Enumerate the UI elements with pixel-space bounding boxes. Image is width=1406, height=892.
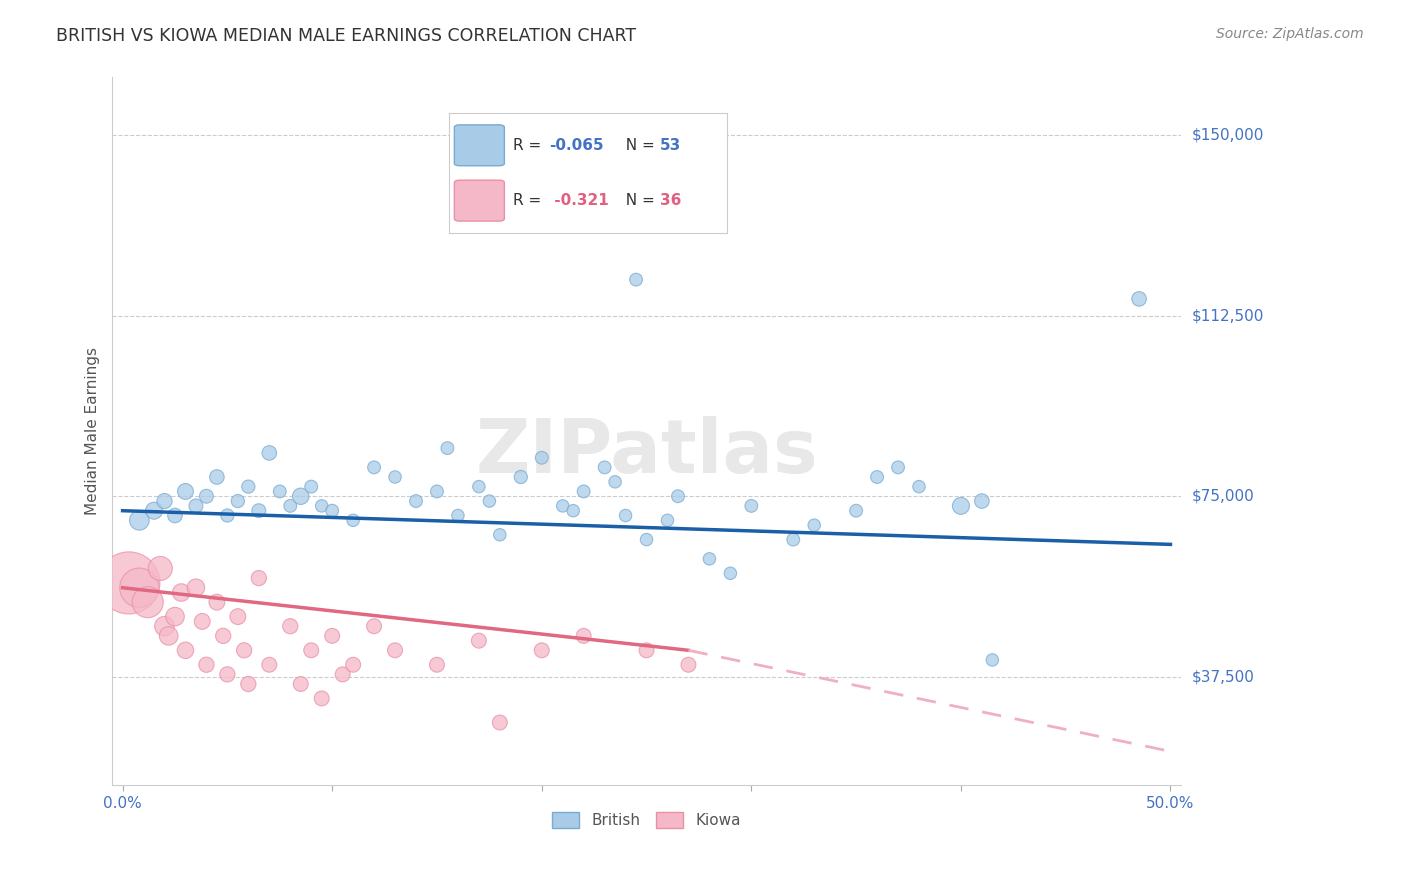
Point	[226, 494, 249, 508]
Point	[184, 499, 207, 513]
Text: $150,000: $150,000	[1192, 128, 1264, 143]
Point	[321, 629, 343, 643]
Point	[981, 653, 1004, 667]
Point	[311, 499, 333, 513]
Point	[238, 480, 260, 494]
Point	[488, 528, 510, 542]
Point	[436, 441, 458, 455]
Y-axis label: Median Male Earnings: Median Male Earnings	[86, 347, 100, 516]
Point	[887, 460, 910, 475]
Point	[624, 272, 647, 286]
Point	[593, 460, 616, 475]
Point	[170, 585, 193, 599]
Point	[551, 499, 574, 513]
Point	[970, 494, 993, 508]
Point	[163, 508, 186, 523]
Point	[803, 518, 825, 533]
Point	[191, 615, 214, 629]
Point	[342, 513, 364, 527]
Point	[217, 508, 239, 523]
Point	[205, 470, 228, 484]
Point	[666, 489, 689, 503]
Point	[636, 533, 658, 547]
Point	[530, 450, 553, 465]
Text: $75,000: $75,000	[1192, 489, 1254, 504]
Point	[614, 508, 637, 523]
Point	[468, 480, 491, 494]
Text: $112,500: $112,500	[1192, 309, 1264, 323]
Point	[426, 484, 449, 499]
Point	[174, 643, 197, 657]
Point	[149, 561, 172, 575]
Point	[195, 657, 218, 672]
Point	[363, 619, 385, 633]
Point	[488, 715, 510, 730]
Point	[278, 619, 301, 633]
Point	[363, 460, 385, 475]
Point	[290, 489, 312, 503]
Point	[342, 657, 364, 672]
Point	[572, 484, 595, 499]
Point	[509, 470, 531, 484]
Point	[278, 499, 301, 513]
Point	[217, 667, 239, 681]
Point	[782, 533, 804, 547]
Text: Source: ZipAtlas.com: Source: ZipAtlas.com	[1216, 27, 1364, 41]
Text: $37,500: $37,500	[1192, 669, 1256, 684]
Point	[603, 475, 626, 489]
Point	[699, 551, 721, 566]
Point	[636, 643, 658, 657]
Point	[205, 595, 228, 609]
Point	[163, 609, 186, 624]
Point	[384, 643, 406, 657]
Point	[321, 504, 343, 518]
Point	[866, 470, 889, 484]
Point	[212, 629, 235, 643]
Point	[157, 629, 180, 643]
Point	[153, 494, 176, 508]
Point	[468, 633, 491, 648]
Point	[908, 480, 931, 494]
Point	[332, 667, 354, 681]
Text: BRITISH VS KIOWA MEDIAN MALE EARNINGS CORRELATION CHART: BRITISH VS KIOWA MEDIAN MALE EARNINGS CO…	[56, 27, 637, 45]
Point	[238, 677, 260, 691]
Point	[1128, 292, 1150, 306]
Point	[845, 504, 868, 518]
Point	[740, 499, 762, 513]
Text: ZIPatlas: ZIPatlas	[475, 416, 818, 489]
Point	[118, 575, 141, 590]
Point	[195, 489, 218, 503]
Point	[562, 504, 585, 518]
Point	[426, 657, 449, 672]
Point	[128, 513, 150, 527]
Legend: British, Kiowa: British, Kiowa	[546, 805, 747, 834]
Point	[259, 446, 281, 460]
Point	[678, 657, 700, 672]
Point	[572, 629, 595, 643]
Point	[405, 494, 427, 508]
Point	[478, 494, 501, 508]
Point	[718, 566, 741, 581]
Point	[136, 595, 159, 609]
Point	[530, 643, 553, 657]
Point	[384, 470, 406, 484]
Point	[247, 571, 270, 585]
Point	[233, 643, 256, 657]
Point	[226, 609, 249, 624]
Point	[290, 677, 312, 691]
Point	[259, 657, 281, 672]
Point	[299, 643, 322, 657]
Point	[143, 504, 166, 518]
Point	[299, 480, 322, 494]
Point	[269, 484, 291, 499]
Point	[153, 619, 176, 633]
Point	[657, 513, 679, 527]
Point	[184, 581, 207, 595]
Point	[247, 504, 270, 518]
Point	[128, 581, 150, 595]
Point	[174, 484, 197, 499]
Point	[311, 691, 333, 706]
Point	[447, 508, 470, 523]
Point	[949, 499, 972, 513]
